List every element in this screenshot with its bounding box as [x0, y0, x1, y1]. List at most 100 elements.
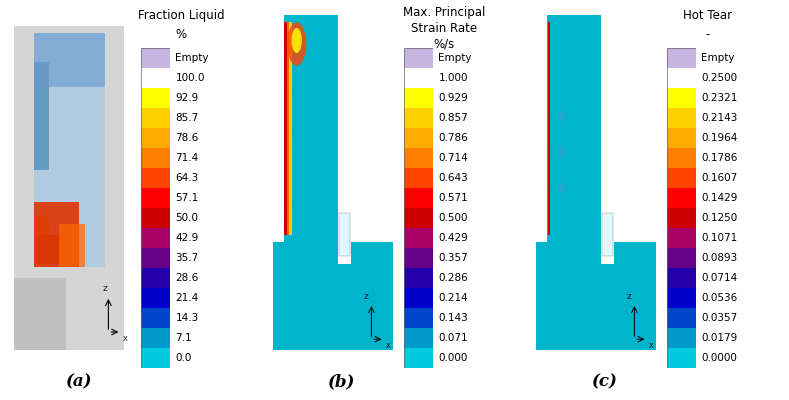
Text: 14.3: 14.3: [175, 313, 199, 323]
Text: 0.500: 0.500: [439, 213, 468, 223]
Text: 42.9: 42.9: [175, 233, 199, 243]
Circle shape: [286, 162, 289, 168]
Bar: [140, 48, 170, 68]
Text: 0.1964: 0.1964: [701, 133, 738, 143]
Bar: [667, 328, 696, 348]
Text: 100.0: 100.0: [175, 73, 205, 83]
Bar: [140, 308, 170, 328]
Bar: [287, 22, 290, 235]
Text: 0.2321: 0.2321: [701, 93, 738, 103]
Ellipse shape: [559, 111, 566, 121]
Bar: [140, 268, 170, 288]
Bar: [404, 108, 432, 128]
Text: 21.4: 21.4: [175, 293, 199, 303]
Bar: [667, 208, 696, 228]
Text: 0.0179: 0.0179: [701, 333, 738, 343]
Text: %/s: %/s: [434, 38, 454, 51]
Circle shape: [286, 136, 289, 141]
Bar: [404, 268, 432, 288]
Text: 0.1071: 0.1071: [701, 233, 738, 243]
Circle shape: [286, 221, 289, 227]
Bar: [140, 128, 170, 148]
Bar: [140, 108, 170, 128]
Circle shape: [286, 90, 289, 95]
Bar: [339, 213, 350, 256]
Text: 64.3: 64.3: [175, 173, 199, 183]
Bar: [34, 33, 104, 267]
Text: 0.857: 0.857: [439, 113, 468, 123]
Text: Empty: Empty: [175, 53, 209, 63]
Text: (a): (a): [65, 374, 92, 390]
Bar: [290, 22, 291, 235]
Text: Max. Principal: Max. Principal: [403, 6, 485, 19]
Circle shape: [286, 155, 289, 161]
Bar: [284, 22, 287, 235]
Bar: [34, 33, 104, 87]
Text: (c): (c): [592, 374, 618, 390]
Bar: [667, 288, 696, 308]
Text: 0.0893: 0.0893: [701, 253, 738, 263]
Circle shape: [286, 175, 289, 181]
Bar: [602, 213, 612, 256]
Bar: [667, 128, 696, 148]
Bar: [284, 15, 338, 242]
Bar: [274, 242, 393, 325]
Text: 0.571: 0.571: [439, 193, 468, 203]
Bar: [140, 188, 170, 208]
Text: 1.000: 1.000: [439, 73, 468, 83]
Text: Z: Z: [364, 294, 368, 300]
Text: X: X: [122, 336, 127, 342]
Bar: [667, 228, 696, 248]
Circle shape: [286, 188, 289, 194]
Bar: [140, 248, 170, 268]
Circle shape: [286, 70, 289, 76]
Bar: [404, 148, 432, 168]
Bar: [667, 348, 696, 368]
Circle shape: [286, 83, 289, 89]
Bar: [140, 288, 170, 308]
Bar: [14, 26, 124, 350]
Bar: [274, 314, 393, 350]
Bar: [36, 235, 59, 264]
Text: Hot Tear: Hot Tear: [682, 9, 731, 22]
Text: 0.0536: 0.0536: [701, 293, 738, 303]
Circle shape: [286, 37, 289, 43]
Bar: [667, 68, 696, 88]
Bar: [59, 224, 85, 267]
Text: 0.2500: 0.2500: [701, 73, 738, 83]
Text: X: X: [386, 343, 391, 349]
Text: 0.0000: 0.0000: [701, 353, 737, 363]
Text: -: -: [705, 28, 709, 41]
Circle shape: [286, 122, 289, 128]
Text: 0.357: 0.357: [439, 253, 468, 263]
Bar: [667, 88, 696, 108]
Bar: [404, 128, 432, 148]
Bar: [667, 248, 696, 268]
Text: 0.1429: 0.1429: [701, 193, 738, 203]
Text: 92.9: 92.9: [175, 93, 199, 103]
Text: 0.0357: 0.0357: [701, 313, 738, 323]
Text: 0.143: 0.143: [439, 313, 468, 323]
Text: 35.7: 35.7: [175, 253, 199, 263]
Circle shape: [286, 44, 289, 49]
Circle shape: [286, 129, 289, 135]
Ellipse shape: [559, 182, 566, 194]
Bar: [404, 248, 432, 268]
Ellipse shape: [559, 146, 566, 157]
Bar: [404, 88, 432, 108]
Ellipse shape: [287, 22, 306, 66]
Text: 0.214: 0.214: [439, 293, 468, 303]
Bar: [140, 328, 170, 348]
Text: 0.1786: 0.1786: [701, 153, 738, 163]
Bar: [140, 88, 170, 108]
Bar: [404, 328, 432, 348]
Bar: [537, 314, 656, 350]
Bar: [667, 268, 696, 288]
Ellipse shape: [291, 28, 302, 53]
Text: 0.643: 0.643: [439, 173, 468, 183]
Text: 0.1607: 0.1607: [701, 173, 738, 183]
Bar: [404, 208, 432, 228]
Bar: [140, 228, 170, 248]
Circle shape: [286, 116, 289, 122]
Text: 0.714: 0.714: [439, 153, 468, 163]
